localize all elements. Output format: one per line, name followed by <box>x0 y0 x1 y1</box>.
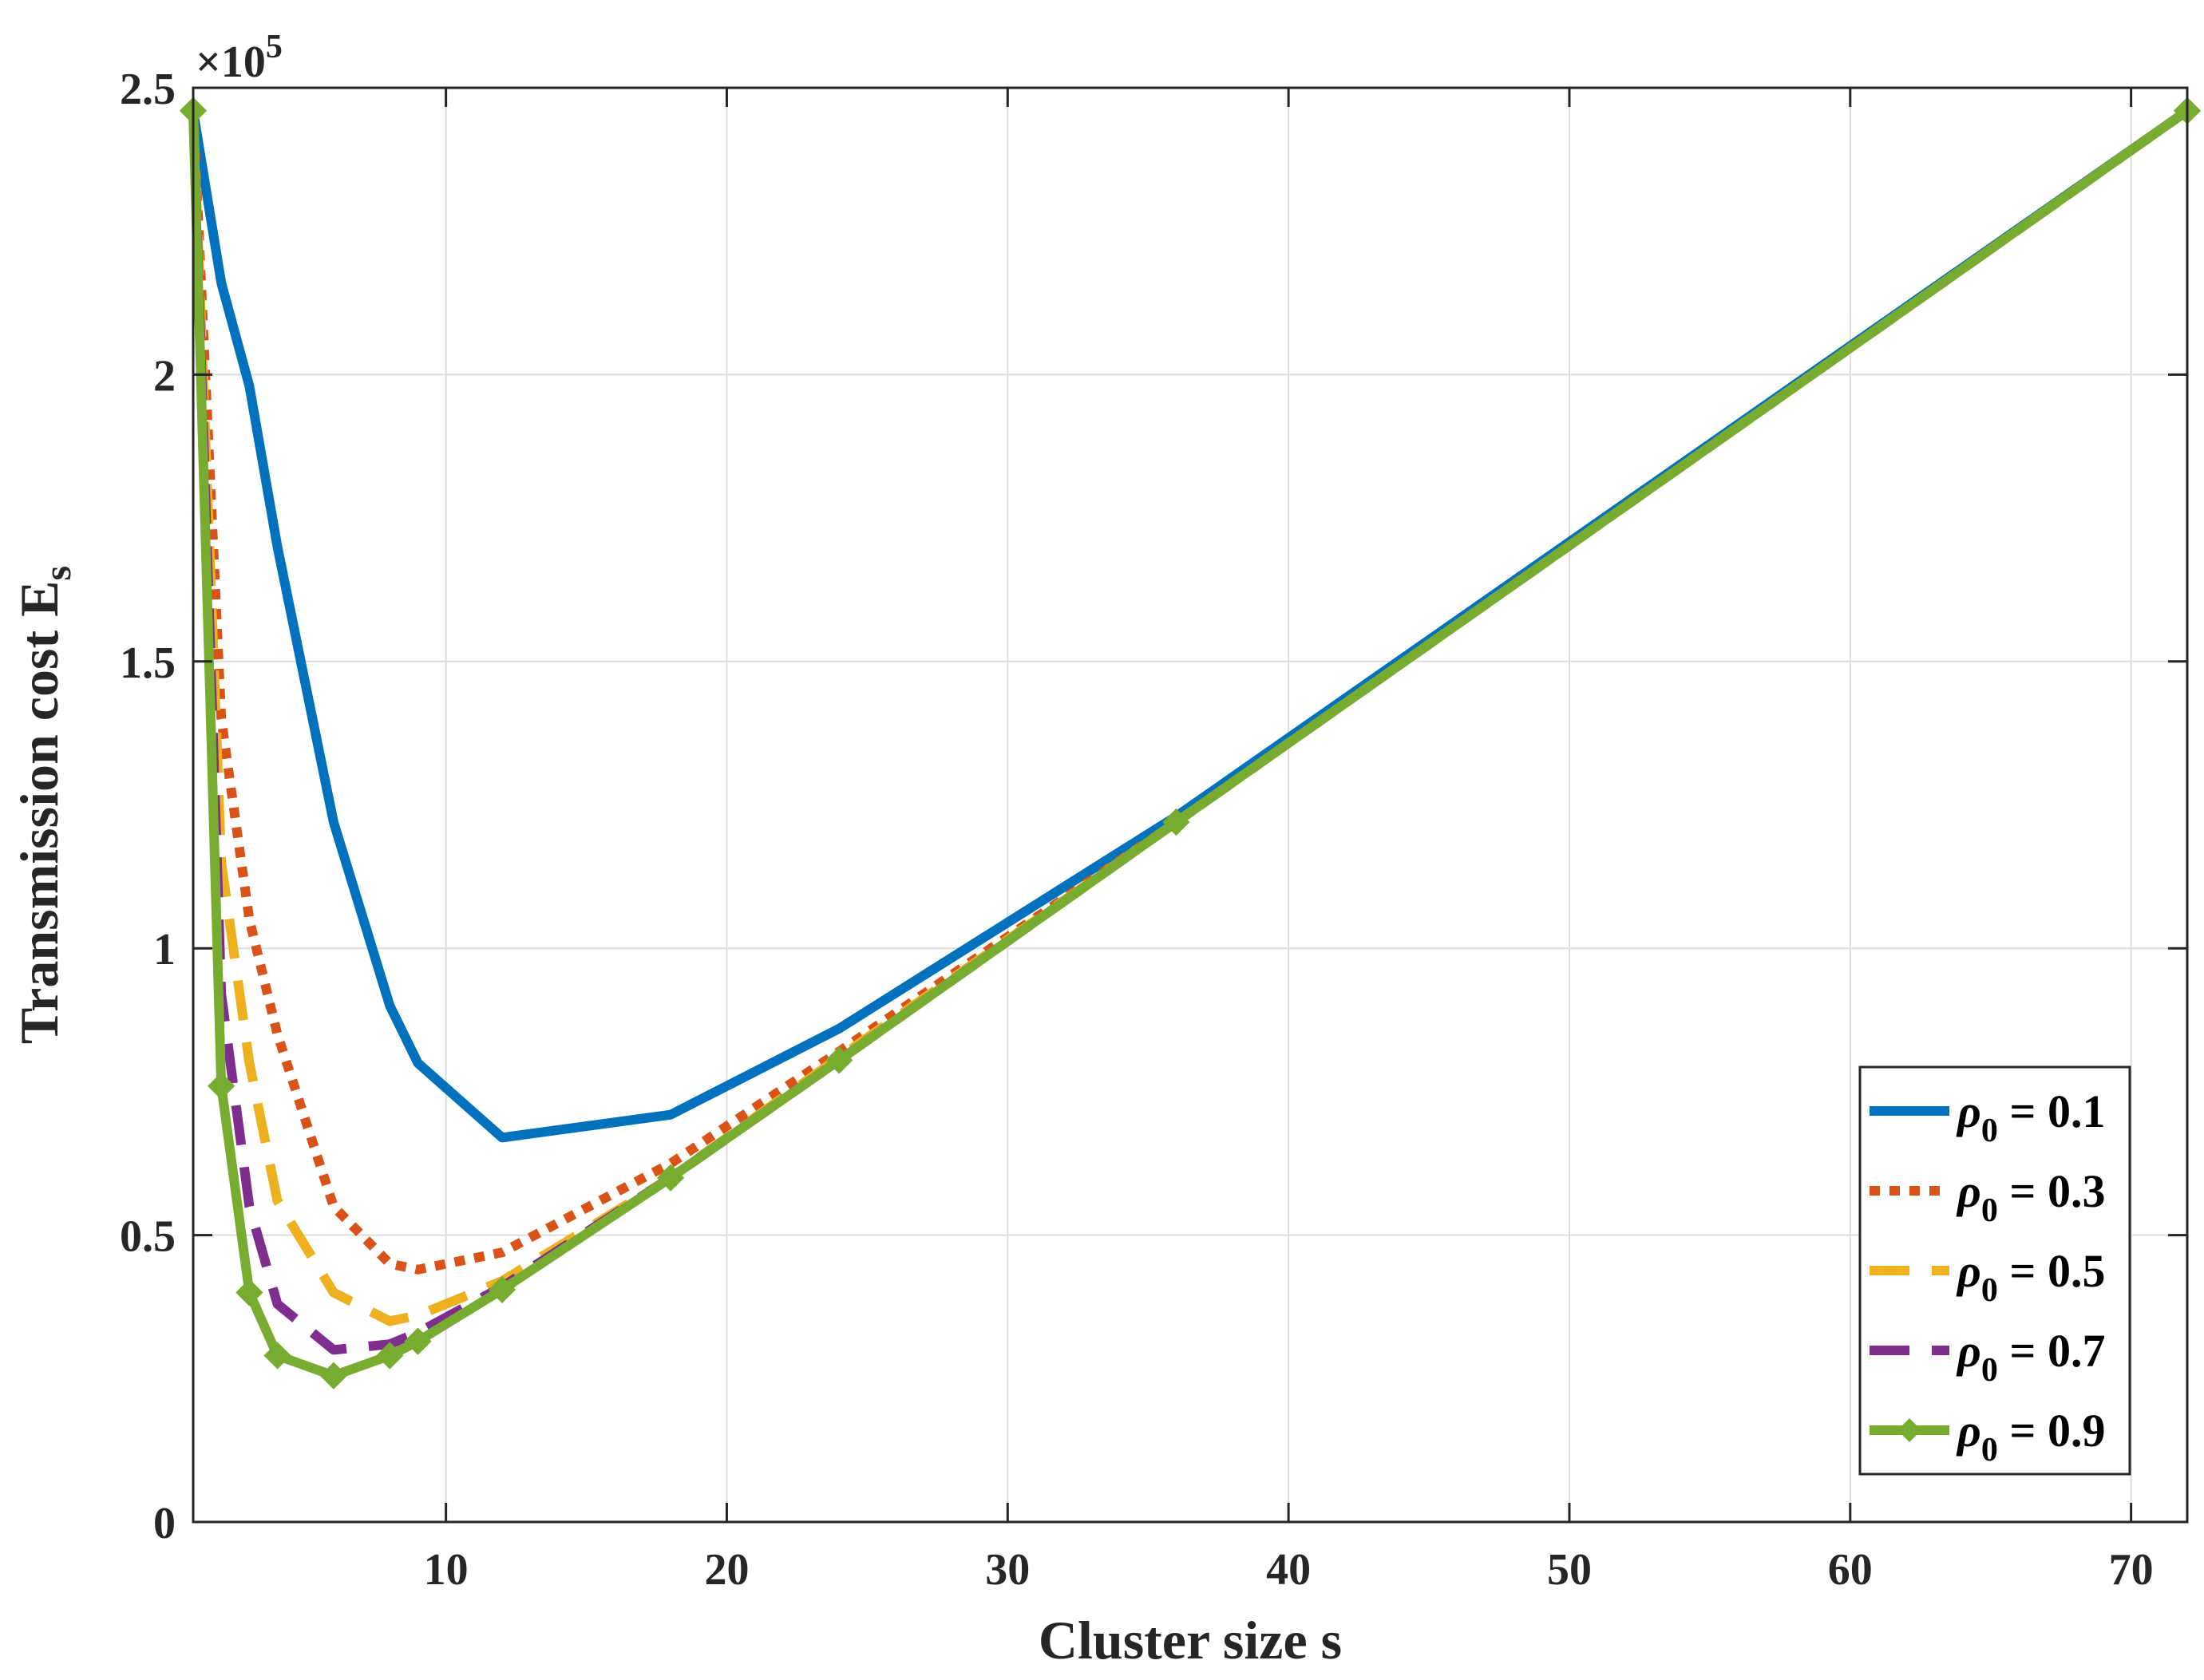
series-marker-4 <box>208 1072 235 1100</box>
series-line-3 <box>188 106 2190 1355</box>
x-tick-label: 20 <box>704 1545 749 1595</box>
y-axis-exponent: ×105 <box>196 29 283 87</box>
series-line-2 <box>188 106 2190 1326</box>
series-marker-4 <box>825 1046 853 1074</box>
y-tick-label: 1.5 <box>120 638 176 688</box>
x-axis-label: Cluster size s <box>1039 1610 1342 1670</box>
series-line-0 <box>188 106 2190 1143</box>
y-tick-label: 0.5 <box>120 1212 176 1262</box>
plot-area-frame <box>192 86 2189 1524</box>
series-marker-4 <box>376 1342 404 1370</box>
series-marker-4 <box>263 1342 291 1370</box>
x-tick-label: 70 <box>2109 1545 2154 1595</box>
x-tick-label: 60 <box>1828 1545 1873 1595</box>
series-marker-4 <box>235 1279 263 1306</box>
series-marker-4 <box>319 1362 348 1389</box>
x-tick-label: 10 <box>424 1545 469 1595</box>
x-tick-label: 30 <box>985 1545 1030 1595</box>
legend-label-0: ρ0 = 0.1 <box>1956 1085 2105 1149</box>
legend-label-1: ρ0 = 0.3 <box>1956 1165 2105 1229</box>
series-marker-4 <box>656 1164 685 1192</box>
y-axis-label: Transmission cost Es <box>9 566 79 1044</box>
legend-label-3: ρ0 = 0.7 <box>1956 1325 2105 1389</box>
series-marker-4 <box>404 1327 432 1355</box>
y-tick-label: 2.5 <box>120 65 176 114</box>
legend: ρ0 = 0.1 ρ0 = 0.3 ρ0 = 0.5 ρ0 = 0.7 ρ0 = 0.9 <box>1858 1065 2131 1476</box>
legend-label-4: ρ0 = 0.9 <box>1956 1405 2105 1469</box>
series-marker-4 <box>1162 808 1190 836</box>
x-tick-label: 40 <box>1266 1545 1311 1595</box>
axis-ticks: 10 20 30 40 50 60 70 0 0.5 1 1.5 2 2.5 <box>120 65 2187 1595</box>
y-tick-label: 2 <box>153 351 176 401</box>
y-tick-label: 1 <box>153 925 176 974</box>
legend-label-2: ρ0 = 0.5 <box>1956 1245 2105 1309</box>
legend-marker-4 <box>1897 1418 1921 1442</box>
series-line-1 <box>188 106 2190 1275</box>
plot-series <box>179 97 2202 1389</box>
y-tick-label: 0 <box>153 1499 176 1548</box>
series-line-4 <box>188 106 2190 1381</box>
series-marker-4 <box>488 1275 516 1304</box>
x-tick-label: 50 <box>1547 1545 1592 1595</box>
